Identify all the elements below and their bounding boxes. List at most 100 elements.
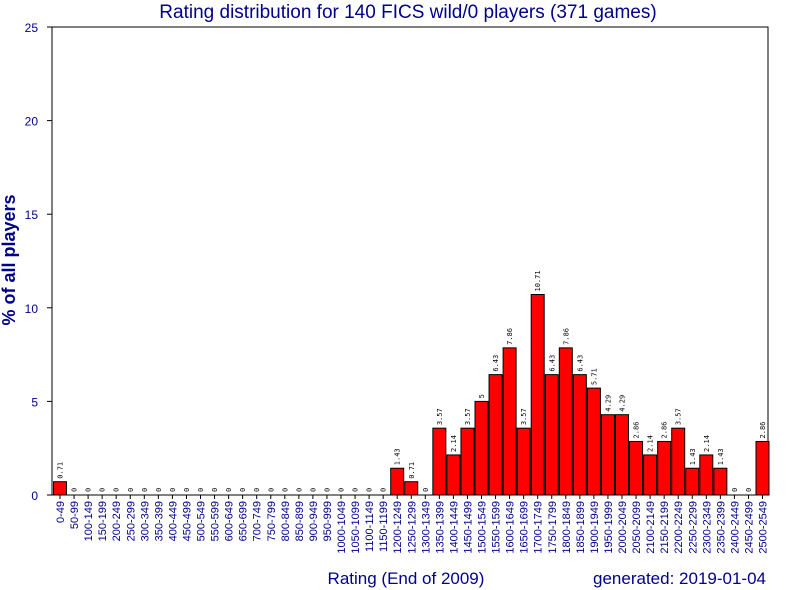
x-tick-label: 500-549 bbox=[196, 501, 208, 541]
bar bbox=[615, 414, 629, 496]
value-label: 0.71 bbox=[57, 462, 65, 479]
x-tick-label: 1350-1399 bbox=[434, 501, 446, 554]
value-label: 10.71 bbox=[534, 270, 542, 291]
x-axis-label: Rating (End of 2009) bbox=[328, 569, 485, 588]
x-tick-label: 1750-1799 bbox=[547, 501, 559, 554]
x-tick-label: 2100-2149 bbox=[645, 501, 657, 554]
x-tick-label: 750-799 bbox=[266, 501, 278, 541]
chart-title: Rating distribution for 140 FICS wild/0 … bbox=[159, 2, 656, 23]
value-label: 6.43 bbox=[548, 355, 556, 372]
x-tick-label: 800-849 bbox=[280, 501, 292, 541]
x-tick-label: 1450-1499 bbox=[462, 501, 474, 554]
value-label: 4.29 bbox=[619, 395, 627, 412]
x-tick-label: 950-999 bbox=[322, 501, 334, 541]
value-label: 0 bbox=[281, 488, 289, 492]
bar bbox=[530, 294, 545, 496]
value-label: 3.57 bbox=[464, 408, 472, 425]
bar bbox=[685, 467, 700, 496]
bar bbox=[544, 374, 559, 496]
bar bbox=[572, 374, 587, 496]
x-tick-label: 2250-2299 bbox=[687, 501, 699, 554]
bar bbox=[586, 387, 601, 496]
value-label: 0 bbox=[352, 488, 360, 492]
value-label: 3.57 bbox=[520, 408, 528, 425]
x-axis: 0-49 50-99 100-149 150-199 200-249 250-299 300… bbox=[55, 495, 770, 554]
x-tick-label: 1800-1849 bbox=[561, 501, 573, 554]
x-tick-label: 1150-1199 bbox=[378, 501, 390, 552]
x-tick-label: 850-899 bbox=[294, 501, 306, 541]
value-label: 0.71 bbox=[408, 462, 416, 479]
bar bbox=[643, 454, 658, 496]
bar bbox=[502, 347, 517, 496]
x-tick-label: 1700-1749 bbox=[533, 501, 545, 554]
value-label: 0 bbox=[323, 488, 331, 492]
value-label: 6.43 bbox=[492, 355, 500, 372]
x-tick-label: 900-949 bbox=[308, 501, 320, 541]
x-tick-label: 2300-2349 bbox=[701, 501, 713, 554]
value-label: 3.57 bbox=[675, 408, 683, 425]
x-tick-label: 700-749 bbox=[252, 501, 264, 541]
x-tick-label: 2500-2549 bbox=[758, 501, 770, 554]
bar bbox=[699, 454, 714, 496]
value-label: 0 bbox=[253, 488, 261, 492]
bar bbox=[432, 427, 447, 496]
x-tick-label: 1100-1149 bbox=[364, 501, 376, 552]
value-label: 0 bbox=[745, 488, 753, 492]
x-tick-label: 2200-2249 bbox=[673, 501, 685, 554]
x-tick-label: 200-249 bbox=[111, 501, 123, 541]
value-label: 7.86 bbox=[562, 328, 570, 345]
value-label: 2.86 bbox=[633, 422, 641, 439]
x-tick-label: 100-149 bbox=[83, 501, 95, 541]
value-label: 0 bbox=[338, 488, 346, 492]
x-tick-label: 2050-2099 bbox=[631, 501, 643, 554]
value-label: 0 bbox=[141, 488, 149, 492]
value-label: 5.71 bbox=[590, 368, 598, 385]
value-label: 0 bbox=[127, 488, 135, 492]
x-tick-label: 400-449 bbox=[167, 501, 179, 541]
bar bbox=[629, 440, 644, 496]
x-tick-label: 1200-1249 bbox=[392, 501, 404, 554]
value-label: 4.29 bbox=[604, 395, 612, 412]
value-label: 2.14 bbox=[647, 435, 655, 452]
value-label: 2.14 bbox=[450, 435, 458, 452]
x-tick-label: 300-349 bbox=[139, 501, 151, 541]
x-tick-label: 550-599 bbox=[210, 501, 222, 541]
x-tick-label: 1850-1899 bbox=[575, 501, 587, 554]
x-tick-label: 1550-1599 bbox=[491, 501, 503, 554]
value-labels-group: 0.71 0 0 0 0 0 0 0 0 0 0 0 0 0 0 0 0 0 0 0 0 0 0 0 1.43 0.71 0 3.57… bbox=[57, 270, 768, 492]
bar bbox=[600, 414, 615, 496]
value-label: 6.43 bbox=[576, 355, 584, 372]
x-tick-label: 2150-2199 bbox=[659, 501, 671, 554]
x-tick-label: 2400-2449 bbox=[729, 501, 741, 554]
value-label: 0 bbox=[197, 488, 205, 492]
x-tick-label: 1050-1099 bbox=[350, 501, 362, 554]
value-label: 0 bbox=[239, 488, 247, 492]
x-tick-label: 650-699 bbox=[238, 501, 250, 541]
bar bbox=[446, 454, 461, 496]
value-label: 0 bbox=[71, 488, 79, 492]
value-label: 0 bbox=[85, 488, 93, 492]
x-tick-label: 1500-1549 bbox=[477, 501, 489, 554]
x-tick-label: 1650-1699 bbox=[519, 501, 531, 554]
value-label: 0 bbox=[99, 488, 107, 492]
bar bbox=[390, 467, 405, 496]
bar bbox=[713, 467, 728, 496]
value-label: 2.86 bbox=[759, 422, 767, 439]
value-label: 0 bbox=[295, 488, 303, 492]
x-tick-label: 350-399 bbox=[153, 501, 165, 541]
y-tick-label: 0 bbox=[31, 489, 38, 503]
value-label: 0 bbox=[183, 488, 191, 492]
value-label: 0 bbox=[211, 488, 219, 492]
x-tick-label: 150-199 bbox=[97, 501, 109, 541]
x-tick-label: 250-299 bbox=[125, 501, 137, 541]
value-label: 5 bbox=[478, 394, 486, 398]
value-label: 0 bbox=[267, 488, 275, 492]
y-tick-label: 20 bbox=[25, 115, 39, 129]
bar bbox=[488, 374, 503, 496]
x-tick-label: 50-99 bbox=[69, 501, 81, 529]
value-label: 0 bbox=[309, 488, 317, 492]
bar bbox=[53, 481, 67, 496]
value-label: 0 bbox=[225, 488, 233, 492]
value-label: 0 bbox=[731, 488, 739, 492]
